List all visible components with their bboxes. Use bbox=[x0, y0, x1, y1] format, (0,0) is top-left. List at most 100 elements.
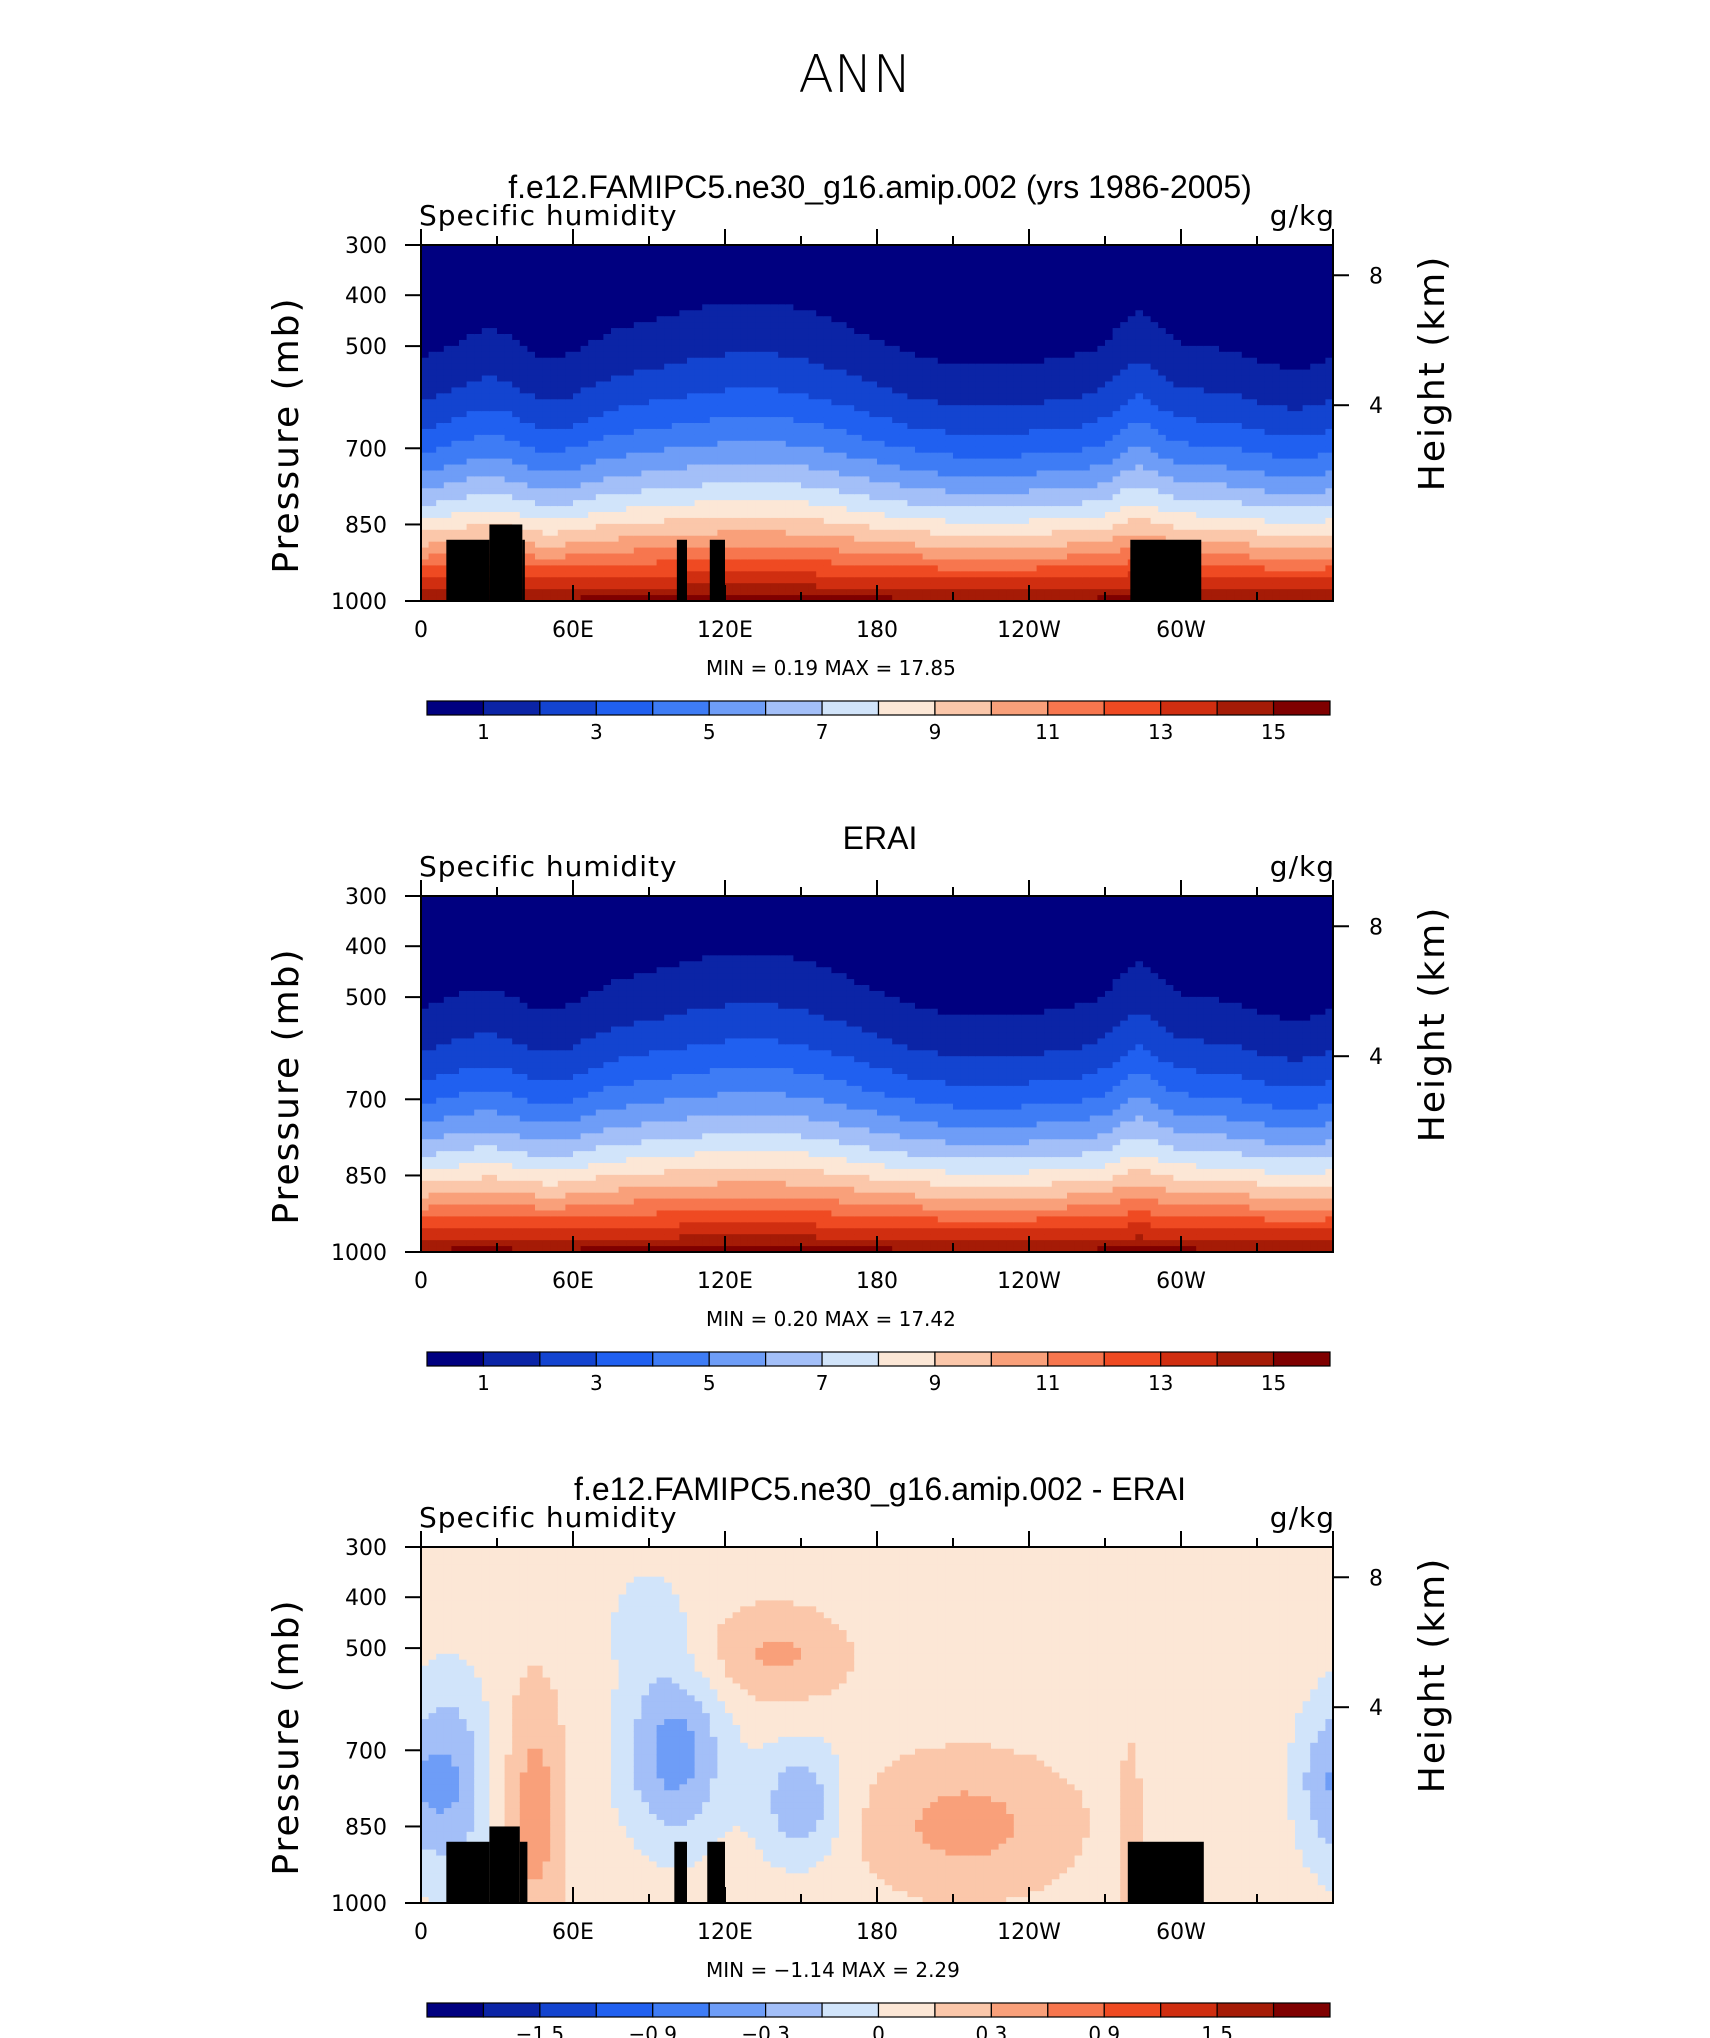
colorbar: 1 3 5 7 9 11 13 15 bbox=[427, 701, 1330, 744]
colorbar-label: 5 bbox=[703, 720, 716, 744]
colorbar-box bbox=[1217, 1352, 1273, 1366]
colorbar-label: 1 bbox=[477, 720, 490, 744]
y-tick-label: 850 bbox=[345, 513, 387, 538]
y-tick-label: 400 bbox=[345, 935, 387, 960]
terrain-mask bbox=[707, 1842, 725, 1903]
min-max-stats: MIN = 0.19 MAX = 17.85 bbox=[706, 656, 956, 680]
colorbar-box bbox=[709, 701, 765, 715]
y-tick-label: 700 bbox=[345, 1088, 387, 1113]
y-axis-right-title: Height (km) bbox=[1412, 1557, 1453, 1793]
colorbar-box bbox=[540, 2003, 596, 2017]
panel-units-label: g/kg bbox=[1270, 1501, 1335, 1534]
colorbar-box bbox=[822, 701, 878, 715]
x-tick-label: 120E bbox=[697, 1920, 753, 1945]
colorbar-label: −1.5 bbox=[516, 2022, 565, 2038]
colorbar-box bbox=[483, 701, 539, 715]
colorbar-box bbox=[1048, 2003, 1104, 2017]
y-tick-right-label: 8 bbox=[1369, 915, 1383, 940]
colorbar-box bbox=[879, 2003, 935, 2017]
colorbar-box bbox=[1217, 2003, 1273, 2017]
colorbar-label: 0 bbox=[872, 2022, 885, 2038]
colorbar-box bbox=[991, 701, 1047, 715]
y-tick-label: 300 bbox=[345, 1536, 387, 1561]
panel-left-label: Specific humidity bbox=[419, 199, 678, 232]
colorbar-box bbox=[483, 1352, 539, 1366]
x-tick-label: 60W bbox=[1156, 618, 1206, 643]
y-axis-title: Pressure (mb) bbox=[266, 947, 307, 1224]
colorbar-label: 7 bbox=[816, 720, 829, 744]
colorbar-box bbox=[822, 1352, 878, 1366]
x-tick-label: 0 bbox=[414, 618, 428, 643]
x-tick-label: 60W bbox=[1156, 1269, 1206, 1294]
terrain-mask bbox=[674, 1842, 687, 1903]
x-tick-label: 60W bbox=[1156, 1920, 1206, 1945]
y-tick-label: 400 bbox=[345, 1586, 387, 1611]
colorbar-box bbox=[991, 1352, 1047, 1366]
colorbar-box bbox=[540, 1352, 596, 1366]
colorbar-label: 13 bbox=[1148, 1371, 1173, 1395]
colorbar-box bbox=[1104, 2003, 1160, 2017]
colorbar-box bbox=[653, 1352, 709, 1366]
y-tick-label: 1000 bbox=[331, 590, 387, 615]
x-tick-label: 120W bbox=[997, 1269, 1061, 1294]
figure-title: ANN bbox=[798, 45, 911, 105]
colorbar-box bbox=[1274, 2003, 1330, 2017]
y-tick-label: 400 bbox=[345, 284, 387, 309]
colorbar-box bbox=[653, 2003, 709, 2017]
x-tick-label: 120E bbox=[697, 1269, 753, 1294]
y-tick-right-label: 4 bbox=[1369, 1045, 1383, 1070]
x-tick-label: 0 bbox=[414, 1269, 428, 1294]
x-tick-label: 120W bbox=[997, 1920, 1061, 1945]
min-max-stats: MIN = 0.20 MAX = 17.42 bbox=[706, 1307, 956, 1331]
y-tick-label: 300 bbox=[345, 885, 387, 910]
colorbar-box bbox=[596, 701, 652, 715]
colorbar-box bbox=[427, 2003, 483, 2017]
colorbar-box bbox=[1161, 2003, 1217, 2017]
terrain-mask bbox=[489, 1826, 519, 1903]
colorbar-label: 15 bbox=[1261, 720, 1286, 744]
colorbar-box bbox=[1104, 701, 1160, 715]
terrain-mask bbox=[677, 540, 687, 601]
y-axis-right-title: Height (km) bbox=[1412, 906, 1453, 1142]
y-axis-title: Pressure (mb) bbox=[266, 296, 307, 573]
panel-units-label: g/kg bbox=[1270, 850, 1335, 883]
terrain-mask bbox=[520, 1842, 528, 1903]
terrain-mask bbox=[446, 540, 489, 601]
y-tick-right-label: 4 bbox=[1369, 1696, 1383, 1721]
colorbar-label: 1.5 bbox=[1201, 2022, 1233, 2038]
colorbar-box bbox=[709, 1352, 765, 1366]
y-tick-right-label: 4 bbox=[1369, 394, 1383, 419]
terrain-mask bbox=[522, 540, 525, 601]
y-tick-label: 700 bbox=[345, 437, 387, 462]
y-tick-label: 1000 bbox=[331, 1241, 387, 1266]
colorbar-box bbox=[427, 1352, 483, 1366]
y-axis-title: Pressure (mb) bbox=[266, 1598, 307, 1875]
colorbar-box bbox=[991, 2003, 1047, 2017]
y-axis-right-title: Height (km) bbox=[1412, 255, 1453, 491]
colorbar-box bbox=[596, 2003, 652, 2017]
panel-left-label: Specific humidity bbox=[419, 1501, 678, 1534]
panel-title: ERAI bbox=[843, 820, 918, 856]
colorbar-label: 7 bbox=[816, 1371, 829, 1395]
contour-field bbox=[421, 896, 1334, 1253]
terrain-mask bbox=[1128, 1842, 1204, 1903]
colorbar-box bbox=[1048, 701, 1104, 715]
colorbar-box bbox=[822, 2003, 878, 2017]
colorbar-label: 11 bbox=[1035, 720, 1060, 744]
x-tick-label: 60E bbox=[552, 1269, 594, 1294]
colorbar-box bbox=[596, 1352, 652, 1366]
colorbar-box bbox=[483, 2003, 539, 2017]
colorbar-label: 3 bbox=[590, 720, 603, 744]
x-tick-label: 120W bbox=[997, 618, 1061, 643]
colorbar-label: 9 bbox=[929, 1371, 942, 1395]
y-tick-label: 500 bbox=[345, 1637, 387, 1662]
x-tick-label: 180 bbox=[856, 1920, 898, 1945]
colorbar-box bbox=[766, 2003, 822, 2017]
colorbar-box bbox=[879, 1352, 935, 1366]
colorbar-label: 11 bbox=[1035, 1371, 1060, 1395]
x-tick-label: 60E bbox=[552, 1920, 594, 1945]
colorbar-box bbox=[935, 2003, 991, 2017]
min-max-stats: MIN = −1.14 MAX = 2.29 bbox=[706, 1958, 960, 1982]
